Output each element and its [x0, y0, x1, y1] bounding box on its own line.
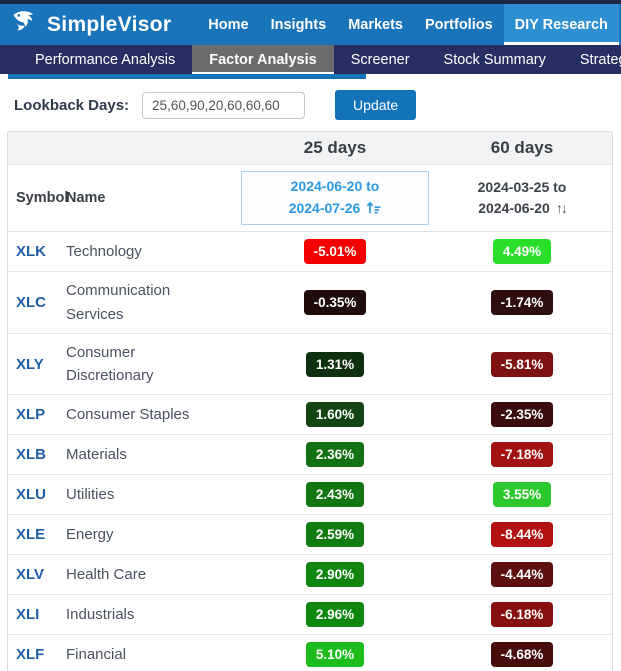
- sub-nav-item-performance-analysis[interactable]: Performance Analysis: [35, 51, 176, 68]
- return-badge-25d: 2.90%: [305, 562, 365, 588]
- top-nav-item-insights[interactable]: Insights: [270, 16, 327, 33]
- table-row: XLI Industrials 2.96% -6.18%: [8, 595, 612, 636]
- return-badge-60d: -6.18%: [490, 602, 554, 628]
- table-row: XLB Materials 2.36% -7.18%: [8, 435, 612, 476]
- return-badge-60d: -5.81%: [490, 351, 554, 377]
- return-badge-25d: 1.31%: [305, 351, 365, 377]
- return-badge-25d: 2.36%: [305, 442, 365, 468]
- main-nav: SimpleVisor Home Insights Markets Portfolio…: [0, 4, 621, 45]
- return-badge-60d: -4.68%: [490, 642, 554, 668]
- table-row: XLE Energy 2.59% -8.44%: [8, 515, 612, 556]
- table-row: XLV Health Care 2.90% -4.44%: [8, 555, 612, 596]
- sub-nav-item-factor-analysis[interactable]: Factor Analysis: [192, 45, 334, 74]
- period-header-25d: 25 days: [303, 138, 367, 157]
- period-header-60d: 60 days: [490, 138, 554, 157]
- lookback-days-input[interactable]: [142, 91, 306, 119]
- name-column-header: Name: [66, 190, 106, 207]
- return-badge-60d: -2.35%: [490, 402, 554, 428]
- symbol-cell[interactable]: XLY: [16, 355, 44, 373]
- symbol-cell[interactable]: XLE: [16, 526, 46, 544]
- date-range-25d-line1: 2024-06-20 to: [290, 178, 380, 194]
- top-nav-item-home[interactable]: Home: [208, 16, 249, 33]
- return-badge-25d: 2.59%: [305, 522, 365, 548]
- symbol-cell[interactable]: XLK: [16, 243, 46, 261]
- name-cell: Health Care: [66, 566, 147, 584]
- return-badge-25d: -0.35%: [303, 290, 367, 316]
- sort-header-25d[interactable]: 2024-06-20 to 2024-07-26: [241, 171, 429, 226]
- table-row: XLP Consumer Staples 1.60% -2.35%: [8, 395, 612, 436]
- sub-nav-item-strategy[interactable]: Strategy: [579, 51, 621, 68]
- sub-nav-item-screener[interactable]: Screener: [350, 51, 410, 68]
- return-badge-25d: 2.96%: [305, 602, 365, 628]
- name-cell: Communication Services: [66, 282, 171, 323]
- table-row: XLK Technology -5.01% 4.49%: [8, 232, 612, 273]
- symbol-cell[interactable]: XLF: [16, 646, 45, 664]
- top-nav-items: Home Insights Markets Portfolios DIY Researc…: [197, 4, 621, 45]
- lookback-label: Lookback Days:: [14, 96, 130, 114]
- top-nav-item-portfolios[interactable]: Portfolios: [425, 16, 493, 33]
- symbol-cell[interactable]: XLU: [16, 486, 46, 504]
- eagle-logo-icon: [10, 8, 38, 41]
- return-badge-25d: 5.10%: [305, 642, 365, 668]
- brand-logo[interactable]: SimpleVisor: [10, 4, 171, 45]
- sort-ascending-icon: [366, 201, 381, 217]
- table-row: XLY Consumer Discretionary 1.31% -5.81%: [8, 334, 612, 396]
- top-nav-item-markets[interactable]: Markets: [348, 16, 403, 33]
- update-button[interactable]: Update: [335, 90, 417, 120]
- name-cell: Industrials: [66, 606, 135, 624]
- symbol-cell[interactable]: XLB: [16, 446, 46, 464]
- symbol-cell[interactable]: XLI: [16, 606, 40, 624]
- return-badge-60d: 3.55%: [492, 482, 552, 508]
- return-badge-60d: -4.44%: [490, 562, 554, 588]
- table-row: XLF Financial 5.10% -4.68%: [8, 635, 612, 671]
- column-header-row: Symbol Name 2024-06-20 to 2024-07-26 202…: [8, 165, 612, 233]
- symbol-cell[interactable]: XLV: [16, 566, 45, 584]
- table-row: XLC Communication Services -0.35% -1.74%: [8, 272, 612, 334]
- name-cell: Consumer Discretionary: [66, 343, 154, 385]
- name-cell: Technology: [66, 243, 142, 261]
- brand-name: SimpleVisor: [47, 12, 172, 36]
- return-badge-60d: -8.44%: [490, 522, 554, 548]
- window-top-edge: [0, 0, 621, 4]
- sort-header-60d[interactable]: 2024-03-25 to 2024-06-20 ↑↓: [432, 177, 612, 220]
- date-range-60d-line1: 2024-03-25 to: [477, 178, 567, 195]
- return-badge-60d: -7.18%: [490, 442, 554, 468]
- sub-nav: Performance Analysis Factor Analysis Scree…: [0, 45, 621, 74]
- symbol-cell[interactable]: XLC: [16, 294, 46, 312]
- period-header-row: 25 days 60 days: [8, 132, 612, 165]
- name-cell: Energy: [66, 526, 114, 544]
- table-row: XLU Utilities 2.43% 3.55%: [8, 475, 612, 516]
- return-badge-60d: 4.49%: [492, 239, 552, 265]
- lookback-bar: Lookback Days: Update: [0, 79, 621, 130]
- sort-both-icon: ↑↓: [555, 200, 568, 217]
- symbol-cell[interactable]: XLP: [16, 406, 46, 424]
- return-badge-25d: -5.01%: [303, 239, 367, 265]
- date-range-25d-line2: 2024-07-26: [288, 199, 361, 216]
- table-body: XLK Technology -5.01% 4.49% XLC Communic…: [8, 232, 612, 671]
- top-nav-item-diy-research[interactable]: DIY Research: [503, 4, 619, 45]
- name-cell: Financial: [66, 646, 127, 664]
- name-cell: Materials: [66, 446, 127, 464]
- return-badge-60d: -1.74%: [490, 290, 554, 316]
- date-range-60d-line2: 2024-06-20: [478, 200, 550, 217]
- name-cell: Consumer Staples: [66, 406, 190, 424]
- return-badge-25d: 2.43%: [305, 482, 365, 508]
- name-cell: Utilities: [66, 486, 115, 504]
- factor-table: 25 days 60 days Symbol Name 2024-06-20 t…: [7, 131, 613, 671]
- symbol-column-header: Symbol: [16, 190, 69, 207]
- return-badge-25d: 1.60%: [305, 402, 365, 428]
- panel-top-accent-bar: [8, 74, 366, 79]
- sub-nav-item-stock-summary[interactable]: Stock Summary: [443, 51, 546, 68]
